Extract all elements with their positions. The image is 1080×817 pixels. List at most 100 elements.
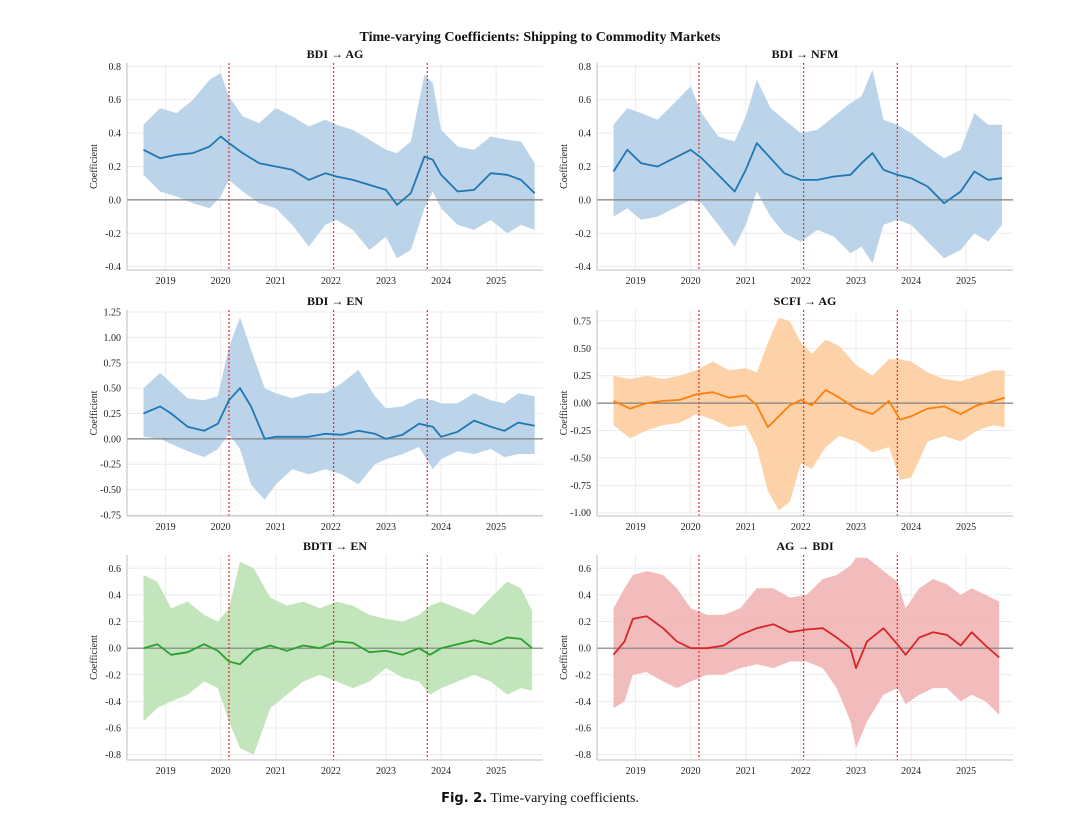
x-tick-label: 2024 [901, 766, 921, 777]
y-tick-label: 0.6 [579, 95, 592, 106]
subplot-title: AG → BDI [776, 539, 834, 553]
y-tick-label: 0.6 [109, 95, 122, 106]
y-axis-label: Coefficient [89, 390, 100, 435]
y-tick-label: -0.4 [105, 262, 121, 273]
x-tick-label: 2024 [431, 766, 451, 777]
x-tick-label: 2023 [846, 522, 866, 533]
y-tick-label: 0.50 [104, 384, 122, 395]
y-tick-label: 0.4 [579, 129, 592, 140]
x-tick-label: 2019 [156, 522, 176, 533]
y-tick-label: 0.75 [104, 358, 122, 369]
y-tick-label: -0.6 [105, 724, 121, 735]
x-tick-label: 2022 [791, 276, 811, 287]
x-tick-label: 2020 [681, 766, 701, 777]
x-tick-label: 2021 [266, 522, 286, 533]
subplot-5: -0.8 -0.6 -0.4 -0.2 0.0 0.2 0.4 0.6 2019 2020 2021… [89, 539, 543, 777]
y-tick-label: -0.25 [100, 460, 121, 471]
y-tick-label: -0.2 [105, 229, 121, 240]
y-tick-label: 0.25 [574, 371, 592, 382]
x-tick-label: 2019 [626, 766, 646, 777]
x-tick-label: 2020 [211, 766, 231, 777]
coefficient-line [612, 615, 1000, 669]
y-tick-label: -0.2 [575, 670, 591, 681]
x-tick-label: 2020 [681, 276, 701, 287]
y-tick-label: 0.2 [579, 617, 592, 628]
y-tick-label: -0.75 [570, 481, 591, 492]
x-tick-label: 2022 [321, 766, 341, 777]
y-tick-label: 0.2 [109, 617, 122, 628]
y-tick-label: -0.8 [105, 750, 121, 761]
y-tick-label: 0.75 [574, 316, 592, 327]
y-tick-label: -0.8 [575, 750, 591, 761]
x-tick-label: 2023 [846, 766, 866, 777]
x-tick-label: 2025 [956, 522, 976, 533]
subplot-2: -0.4 -0.2 0.0 0.2 0.4 0.6 0.8 2019 2020 2021 2022 2… [559, 47, 1013, 287]
x-tick-label: 2022 [791, 766, 811, 777]
x-tick-label: 2019 [626, 522, 646, 533]
coefficient-line [143, 636, 533, 666]
x-tick-label: 2021 [736, 766, 756, 777]
y-tick-label: 0.00 [574, 399, 592, 410]
x-tick-label: 2025 [956, 766, 976, 777]
y-axis-label: Coefficient [559, 144, 570, 189]
y-tick-label: 1.00 [104, 333, 122, 344]
x-tick-label: 2021 [266, 766, 286, 777]
y-tick-label: 0.2 [109, 162, 122, 173]
x-tick-label: 2022 [321, 276, 341, 287]
x-tick-label: 2025 [956, 276, 976, 287]
y-tick-label: 0.4 [579, 590, 592, 601]
figure-suptitle: Time-varying Coefficients: Shipping to C… [359, 30, 721, 45]
caption-text: Time-varying coefficients. [490, 791, 639, 806]
x-tick-label: 2023 [376, 522, 396, 533]
x-tick-label: 2021 [736, 522, 756, 533]
subplot-title: BDTI → EN [303, 539, 367, 553]
x-tick-label: 2020 [681, 522, 701, 533]
confidence-band [143, 73, 535, 259]
confidence-band [613, 557, 1000, 748]
y-tick-label: 0.8 [109, 62, 122, 73]
figure-caption: Fig. 2. Time-varying coefficients. [0, 791, 1080, 807]
y-tick-label: -0.50 [100, 485, 121, 496]
x-tick-label: 2022 [321, 522, 341, 533]
confidence-band [613, 317, 1005, 511]
subplot-4: -1.00 -0.75 -0.50 -0.25 0.00 0.25 0.50 0.75 2019… [559, 294, 1013, 533]
x-tick-label: 2021 [266, 276, 286, 287]
confidence-band [143, 561, 532, 755]
y-tick-label: -0.25 [570, 426, 591, 437]
y-tick-label: 0.4 [109, 590, 122, 601]
x-tick-label: 2019 [156, 276, 176, 287]
coefficient-line [143, 135, 536, 206]
y-tick-label: 0.6 [109, 564, 122, 575]
coefficient-line [612, 142, 1003, 205]
x-tick-label: 2022 [791, 522, 811, 533]
x-tick-label: 2024 [431, 522, 451, 533]
y-tick-label: 0.4 [109, 129, 122, 140]
x-tick-label: 2021 [736, 276, 756, 287]
subplot-title: BDI → AG [307, 47, 364, 61]
y-tick-label: 0.00 [104, 434, 122, 445]
x-tick-label: 2024 [431, 276, 451, 287]
x-tick-label: 2023 [376, 276, 396, 287]
x-tick-label: 2025 [486, 276, 506, 287]
y-axis-label: Coefficient [559, 635, 570, 680]
x-tick-label: 2024 [901, 522, 921, 533]
caption-label: Fig. 2. [441, 791, 488, 806]
y-tick-label: -0.75 [100, 510, 121, 521]
subplot-6: -0.8 -0.6 -0.4 -0.2 0.0 0.2 0.4 0.6 2019 2020 2021… [559, 539, 1013, 777]
y-tick-label: -0.2 [575, 229, 591, 240]
y-tick-label: -0.6 [575, 724, 591, 735]
y-tick-label: 0.25 [104, 409, 122, 420]
y-axis-label: Coefficient [559, 390, 570, 435]
x-tick-label: 2019 [156, 766, 176, 777]
y-tick-label: 0.6 [579, 564, 592, 575]
x-tick-label: 2019 [626, 276, 646, 287]
y-axis-label: Coefficient [89, 144, 100, 189]
y-tick-label: 0.50 [574, 344, 592, 355]
y-tick-label: 0.2 [579, 162, 592, 173]
y-tick-label: 0.8 [579, 62, 592, 73]
coefficient-line [613, 389, 1005, 429]
coefficient-line [143, 387, 535, 440]
y-tick-label: -0.50 [570, 453, 591, 464]
subplot-3: -0.75 -0.50 -0.25 0.00 0.25 0.50 0.75 1.00 1.25 2… [89, 294, 543, 533]
